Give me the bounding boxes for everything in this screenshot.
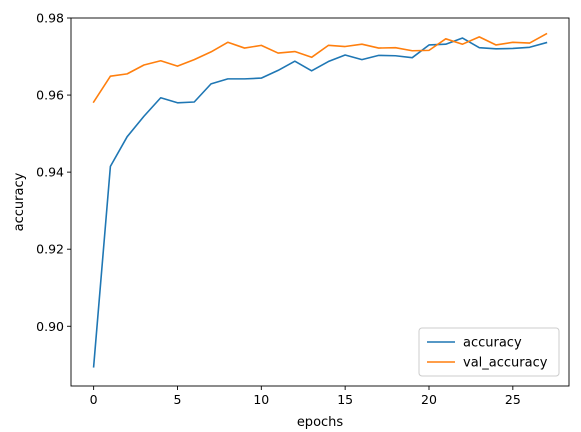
y-tick-label: 0.96 bbox=[36, 88, 64, 103]
plot-frame bbox=[70, 17, 570, 387]
x-tick-label: 20 bbox=[421, 392, 437, 407]
legend: accuracy val_accuracy bbox=[418, 327, 560, 377]
y-axis-title: accuracy bbox=[12, 172, 27, 231]
series-line-val-accuracy bbox=[92, 32, 548, 104]
x-tick-label: 10 bbox=[253, 392, 269, 407]
series-line-accuracy bbox=[92, 37, 548, 368]
x-tick-label: 0 bbox=[90, 392, 98, 407]
legend-label-val-accuracy: val_accuracy bbox=[463, 356, 548, 371]
x-tick-label: 15 bbox=[337, 392, 353, 407]
y-tick-label: 0.98 bbox=[36, 11, 64, 26]
axes: 0 5 10 15 20 25 0.90 0.92 0.94 0.96 0.98 bbox=[36, 11, 570, 407]
x-tick-label: 5 bbox=[173, 392, 181, 407]
y-tick-label: 0.94 bbox=[36, 165, 64, 180]
x-axis-title: epochs bbox=[297, 415, 344, 430]
plot-area bbox=[92, 32, 548, 368]
x-tick-label: 25 bbox=[505, 392, 521, 407]
legend-label-accuracy: accuracy bbox=[463, 336, 522, 351]
legend-box bbox=[418, 327, 560, 377]
y-tick-label: 0.90 bbox=[36, 319, 64, 334]
y-tick-label: 0.92 bbox=[36, 242, 64, 257]
